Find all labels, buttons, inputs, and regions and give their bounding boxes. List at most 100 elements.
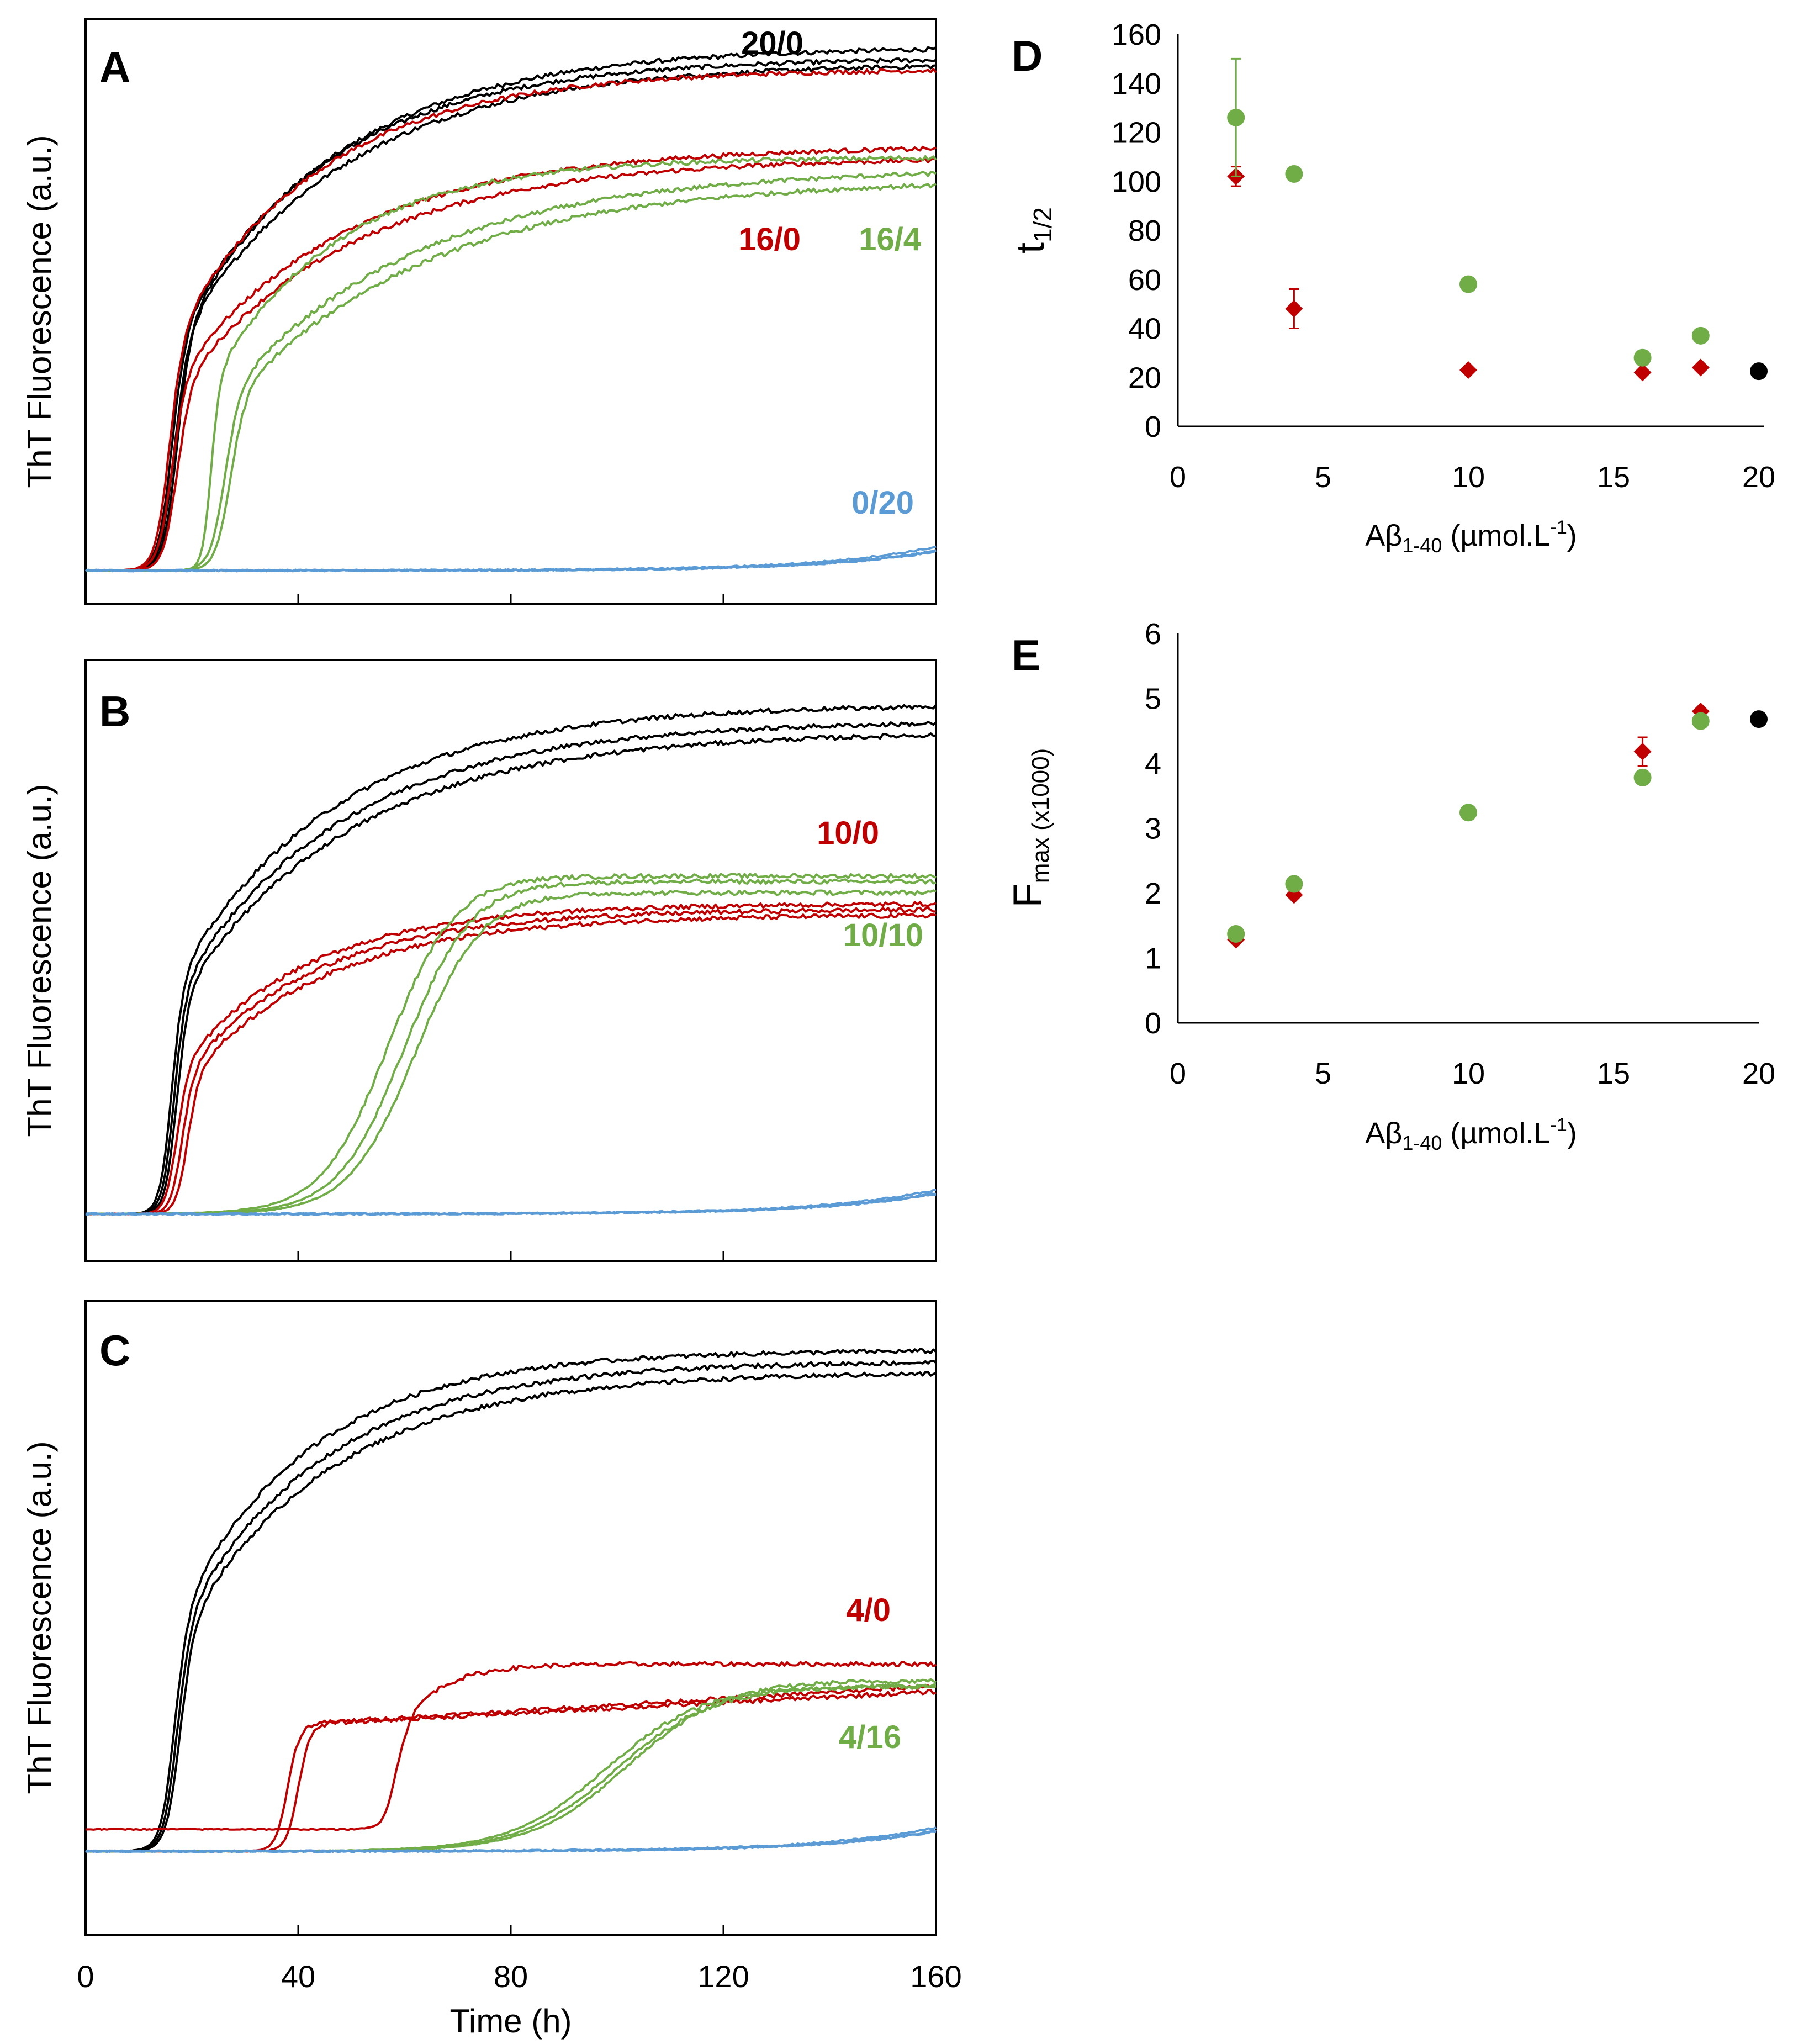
point-diamond-x4 bbox=[1285, 300, 1303, 318]
panel-D-tick-labels: 0 5 10 15 20 0 20 40 60 80 100 120 140 160 bbox=[1112, 18, 1775, 494]
curve-16-4-rep1 bbox=[85, 155, 937, 572]
panel-C-letter: C bbox=[99, 1326, 130, 1375]
curve-0-20-rep3 bbox=[85, 1192, 937, 1216]
panel-B-curves bbox=[85, 704, 937, 1216]
point-circle-x18 bbox=[1691, 326, 1710, 345]
y-tick-label-60: 60 bbox=[1128, 263, 1161, 297]
panel-A-curves bbox=[85, 46, 937, 573]
curve-20-0-rep2 bbox=[85, 57, 937, 572]
panel-A-letter: A bbox=[99, 43, 130, 91]
panel-A-kinetics-chart: A ThT Fluorescence (a.u.) 20/0 16/0 16/4… bbox=[21, 18, 937, 605]
point-circle-x2 bbox=[1227, 108, 1245, 126]
y-tick-label-100: 100 bbox=[1112, 165, 1161, 198]
y-tick-label-20: 20 bbox=[1128, 361, 1161, 394]
annotation-10-10: 10/10 bbox=[843, 917, 923, 953]
curve-4-0-rep3 bbox=[85, 1661, 937, 1831]
y-tick-label-6: 6 bbox=[1145, 617, 1161, 651]
x-tick-label-15: 15 bbox=[1597, 461, 1630, 494]
curve-20-0-rep3 bbox=[85, 1371, 937, 1853]
curve-10-0-rep3 bbox=[85, 912, 937, 1216]
curve-16-0-rep3 bbox=[86, 157, 937, 572]
y-tick-label-0: 0 bbox=[1145, 1007, 1161, 1040]
panel-E-x-axis-label: Aβ1-40 (µmol.L-1) bbox=[1365, 1115, 1577, 1154]
curve-20-0-rep1 bbox=[85, 46, 937, 572]
point-circle-x18 bbox=[1691, 712, 1710, 730]
panel-D-x-label-sup: -1 bbox=[1551, 517, 1567, 538]
panel-E-y-axis-label: Fmax (x1000) bbox=[1006, 748, 1054, 908]
x-tick-label-0: 0 bbox=[1170, 461, 1186, 494]
panel-D-x-label-unit: (µmol.L bbox=[1442, 519, 1550, 552]
x-tick-label-40: 40 bbox=[281, 1959, 315, 1994]
panel-D-x-label-sub: 1-40 bbox=[1402, 534, 1442, 557]
x-tick-label-5: 5 bbox=[1315, 1057, 1331, 1090]
curve-16-4-rep3 bbox=[85, 183, 937, 572]
panel-D-x-label-close: ) bbox=[1567, 519, 1577, 552]
panel-B-annotations: 10/0 10/10 bbox=[817, 815, 923, 953]
annotation-10-0: 10/0 bbox=[817, 815, 879, 851]
point-diamond-x16 bbox=[1633, 742, 1652, 760]
panel-C-kinetics-chart: C ThT Fluorescence (a.u.) 0 40 80 120 160 4/… bbox=[21, 1300, 962, 2040]
point-diamond-x16 bbox=[1633, 363, 1652, 382]
panel-D-y-label-sub: 1/2 bbox=[1028, 207, 1057, 242]
y-tick-label-4: 4 bbox=[1145, 747, 1161, 780]
point-circle-x10 bbox=[1459, 804, 1477, 822]
panel-E-x-label-close: ) bbox=[1567, 1117, 1577, 1150]
x-tick-label-5: 5 bbox=[1315, 461, 1331, 494]
point-diamond-x18 bbox=[1691, 358, 1710, 377]
curve-0-20-rep3 bbox=[86, 1830, 937, 1853]
panel-C-x-axis-label: Time (h) bbox=[449, 2003, 572, 2040]
curve-10-10-rep1 bbox=[85, 873, 937, 1216]
panel-C-annotations: 4/0 4/16 bbox=[839, 1592, 901, 1755]
x-tick-label-20: 20 bbox=[1742, 1057, 1775, 1090]
panel-D-x-axis-label: Aβ1-40 (µmol.L-1) bbox=[1365, 517, 1577, 557]
point-circle-x4 bbox=[1285, 165, 1303, 183]
panel-E-x-label-sup: -1 bbox=[1551, 1115, 1567, 1135]
x-tick-label-160: 160 bbox=[910, 1959, 961, 1994]
annotation-4-0: 4/0 bbox=[846, 1592, 891, 1628]
curve-20-0-rep2 bbox=[85, 1360, 937, 1853]
panel-A-annotations: 20/0 16/0 16/4 0/20 bbox=[738, 25, 921, 521]
y-tick-label-5: 5 bbox=[1145, 683, 1161, 716]
curve-16-0-rep1 bbox=[86, 68, 937, 572]
x-tick-label-120: 120 bbox=[697, 1959, 749, 1994]
panel-D-y-label-main: t bbox=[1008, 242, 1052, 253]
panel-E-y-label-main: F bbox=[1006, 883, 1050, 907]
panel-E-letter: E bbox=[1012, 631, 1040, 679]
panel-E-x-label-unit: (µmol.L bbox=[1442, 1117, 1550, 1150]
panel-B-x-ticks bbox=[84, 1251, 937, 1261]
point-diamond-x10 bbox=[1459, 361, 1477, 379]
point-circle-x16 bbox=[1633, 768, 1652, 786]
x-tick-label-20: 20 bbox=[1742, 461, 1775, 494]
point-circle-x20 bbox=[1750, 710, 1768, 728]
x-tick-label-10: 10 bbox=[1452, 461, 1485, 494]
panel-E-data-points bbox=[1227, 703, 1768, 949]
x-tick-label-0: 0 bbox=[77, 1959, 94, 1994]
point-circle-x4 bbox=[1285, 875, 1303, 893]
panel-E-tick-labels: 0 5 10 15 20 0 1 2 3 4 5 6 bbox=[1145, 617, 1775, 1090]
panel-B-kinetics-chart: B ThT Fluorescence (a.u.) 10/0 10/10 bbox=[21, 659, 937, 1262]
annotation-20-0: 20/0 bbox=[741, 25, 803, 61]
point-circle-x20 bbox=[1750, 362, 1768, 381]
x-tick-label-10: 10 bbox=[1452, 1057, 1485, 1090]
curve-16-4-rep2 bbox=[85, 171, 937, 572]
annotation-4-16: 4/16 bbox=[839, 1719, 901, 1755]
panel-C-y-axis-label: ThT Fluorescence (a.u.) bbox=[21, 1441, 58, 1794]
y-tick-label-140: 140 bbox=[1112, 67, 1161, 101]
point-circle-x2 bbox=[1227, 925, 1245, 943]
y-tick-label-3: 3 bbox=[1145, 812, 1161, 846]
panel-C-x-ticks: 0 40 80 120 160 bbox=[77, 1925, 962, 1994]
panel-D-letter: D bbox=[1012, 31, 1043, 80]
annotation-0-20: 0/20 bbox=[851, 485, 914, 521]
y-tick-label-0: 0 bbox=[1145, 410, 1161, 443]
y-tick-label-160: 160 bbox=[1112, 18, 1161, 51]
panel-E-y-label-sub: max bbox=[1027, 837, 1054, 883]
annotation-16-0: 16/0 bbox=[738, 221, 801, 257]
point-circle-x16 bbox=[1633, 348, 1652, 367]
y-tick-label-80: 80 bbox=[1128, 214, 1161, 247]
curve-0-20-rep3 bbox=[85, 549, 937, 573]
panel-A-y-axis-label: ThT Fluorescence (a.u.) bbox=[21, 135, 58, 488]
point-circle-x10 bbox=[1459, 275, 1477, 293]
x-tick-label-80: 80 bbox=[494, 1959, 528, 1994]
curve-20-0-rep1 bbox=[85, 704, 937, 1216]
